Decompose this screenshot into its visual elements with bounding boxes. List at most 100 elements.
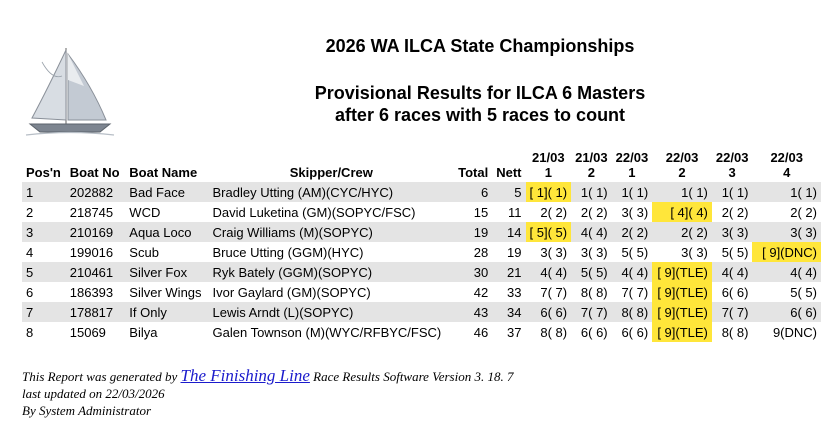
footer-software-version: Race Results Software Version 3. 18. 7	[313, 369, 514, 384]
cell-race-result: 3( 3)	[681, 244, 708, 260]
cell-race-result: 5( 5)	[790, 284, 817, 300]
cell-race-result: 7( 7)	[711, 302, 753, 322]
cell-race-result: 4( 4)	[752, 262, 821, 282]
cell-position: 2	[26, 204, 34, 220]
cell-race-result-discarded: [ 1]( 1)	[525, 182, 572, 202]
cell-race-result: 2( 2)	[611, 222, 653, 242]
cell-boat-no: 178817	[65, 302, 126, 322]
cell-race-result: 5( 5)	[721, 244, 749, 260]
cell-race-result: 1( 1)	[571, 182, 612, 202]
cell-boat-name: Bilya	[129, 324, 158, 340]
cell-race-result: 2( 2)	[540, 204, 568, 220]
cell-race-result: 1( 1)	[652, 182, 712, 202]
cell-total: 19	[454, 222, 493, 242]
cell-total: 43	[454, 302, 493, 322]
cell-race-result: 6( 6)	[721, 284, 749, 300]
cell-race-result: 8( 8)	[611, 302, 653, 322]
cell-boat-name: Silver Fox	[125, 262, 209, 282]
cell-race-result: 1( 1)	[752, 182, 821, 202]
cell-race-result: 6( 6)	[621, 324, 649, 340]
cell-nett: 5	[492, 182, 526, 202]
cell-race-result: 2( 2)	[652, 222, 712, 242]
header-nett: Nett	[496, 165, 522, 180]
cell-nett: 19	[507, 244, 522, 260]
finishing-line-link[interactable]: The Finishing Line	[180, 366, 310, 385]
header-pos: Pos'n	[26, 165, 61, 180]
cell-boat-name: Bad Face	[125, 182, 209, 202]
cell-skipper: Ivor Gaylard (GM)(SOPYC)	[212, 284, 371, 300]
cell-race-result: 4( 4)	[571, 222, 612, 242]
cell-nett: 14	[492, 222, 526, 242]
cell-race-result: 4( 4)	[525, 262, 572, 282]
cell-boat-name: WCD	[129, 204, 161, 220]
cell-boat-name: Silver Wings	[129, 284, 202, 300]
header-race-3: 22/03 1	[615, 150, 649, 180]
cell-skipper: Ryk Bately (GGM)(SOPYC)	[208, 262, 455, 282]
cell-race-result: 4( 4)	[611, 262, 653, 282]
footer-updated: last updated on 22/03/2026	[22, 386, 165, 401]
cell-position: 6	[26, 284, 34, 300]
cell-skipper: Galen Townson (M)(WYC/RFBYC/FSC)	[212, 324, 442, 340]
cell-position: 7	[22, 302, 66, 322]
cell-race-result: 8( 8)	[721, 324, 749, 340]
cell-race-result-discarded: [ 9](TLE)	[652, 322, 712, 342]
cell-race-result: 3( 3)	[621, 204, 649, 220]
table-row: 6 186393 Silver Wings Ivor Gaylard (GM)(SOP…	[22, 282, 821, 302]
sailboat-icon	[25, 48, 115, 136]
cell-total: 46	[473, 324, 489, 340]
cell-race-result: 3( 3)	[540, 244, 568, 260]
header-row: Pos'n Boat No Boat Name Skipper/Crew Tot…	[22, 150, 821, 182]
page-subtitle: Provisional Results for ILCA 6 Masters	[314, 83, 646, 103]
header-boat-no: Boat No	[69, 165, 120, 180]
header-boat-name: Boat Name	[129, 165, 198, 180]
cell-race-result-discarded: [ 9](TLE)	[652, 262, 712, 282]
header-race-5: 22/03 3	[715, 150, 749, 180]
cell-race-result: 2( 2)	[790, 204, 817, 220]
cell-race-result: 7( 7)	[571, 302, 612, 322]
table-row: 2 218745 WCD David Luketina (GM)(SOPYC/FSC)…	[22, 202, 821, 222]
cell-boat-no: 186393	[69, 284, 114, 300]
cell-race-result-discarded: [ 4]( 4)	[652, 202, 712, 222]
cell-total: 28	[473, 244, 489, 260]
cell-total: 15	[473, 204, 489, 220]
table-row: 5 210461 Silver Fox Ryk Bately (GGM)(SOPYC)…	[22, 262, 821, 282]
cell-position: 3	[22, 222, 66, 242]
cell-boat-name: Aqua Loco	[125, 222, 209, 242]
cell-boat-no: 199016	[69, 244, 114, 260]
cell-boat-no: 210461	[65, 262, 126, 282]
cell-race-result: 7( 7)	[540, 284, 568, 300]
cell-skipper: Lewis Arndt (L)(SOPYC)	[208, 302, 455, 322]
cell-boat-no: 15069	[69, 324, 106, 340]
cell-race-result: 5( 5)	[571, 262, 612, 282]
footer-author: By System Administrator	[22, 403, 152, 418]
cell-race-result: 4( 4)	[711, 262, 753, 282]
page-subtitle-races: after 6 races with 5 races to count	[334, 105, 626, 125]
cell-race-result-discarded: [ 9](DNC)	[752, 242, 821, 262]
cell-race-result-discarded: [ 5]( 5)	[525, 222, 572, 242]
cell-race-result: 6( 6)	[580, 324, 608, 340]
header-skipper: Skipper/Crew	[289, 165, 373, 180]
cell-boat-no: 202882	[65, 182, 126, 202]
header-race-6: 22/03 4	[770, 150, 803, 180]
cell-position: 4	[26, 244, 34, 260]
header-race-4: 22/03 2	[665, 150, 699, 180]
cell-skipper: Bruce Utting (GGM)(HYC)	[212, 244, 364, 260]
cell-race-result: 2( 2)	[580, 204, 608, 220]
cell-race-result: 6( 6)	[525, 302, 572, 322]
cell-nett: 21	[492, 262, 526, 282]
cell-race-result: 3( 3)	[752, 222, 821, 242]
footer-generated-line: This Report was generated by The Finishi…	[22, 367, 513, 385]
cell-total: 30	[454, 262, 493, 282]
cell-boat-name: If Only	[125, 302, 209, 322]
table-row: 8 15069 Bilya Galen Townson (M)(WYC/RFBYC/F…	[22, 322, 821, 342]
cell-nett: 33	[507, 284, 522, 300]
cell-race-result: 8( 8)	[540, 324, 568, 340]
cell-race-result: 3( 3)	[711, 222, 753, 242]
cell-race-result-discarded: [ 9](TLE)	[652, 302, 712, 322]
results-table: Pos'n Boat No Boat Name Skipper/Crew Tot…	[22, 150, 821, 342]
cell-race-result: 3( 3)	[580, 244, 608, 260]
cell-position: 1	[22, 182, 66, 202]
cell-race-result: 9(DNC)	[772, 324, 817, 340]
cell-total: 6	[454, 182, 493, 202]
cell-race-result: 1( 1)	[611, 182, 653, 202]
